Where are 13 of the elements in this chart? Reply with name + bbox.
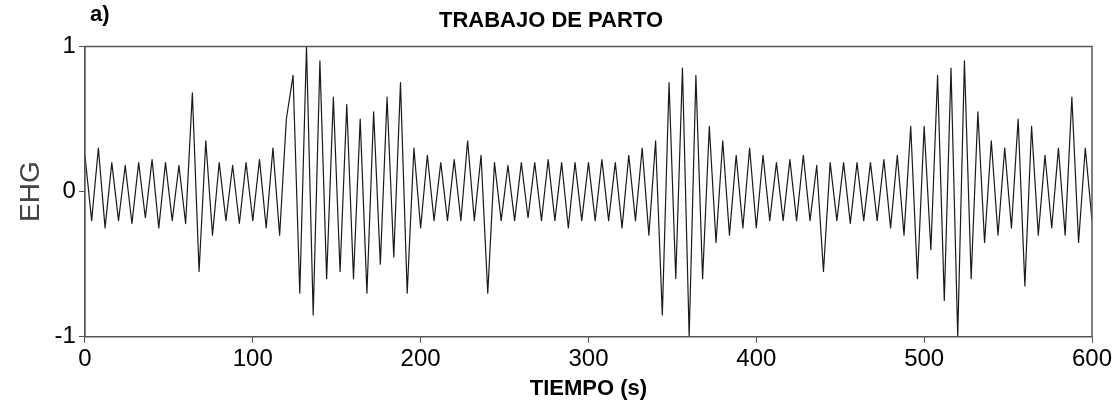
y-tick-label: 0 xyxy=(62,176,76,204)
y-axis-title: EHG xyxy=(13,161,45,222)
x-tick-label: 200 xyxy=(400,343,441,371)
x-tick-label: 600 xyxy=(1071,343,1113,371)
x-axis-title: TIEMPO (s) xyxy=(529,374,648,400)
x-tick-label: 400 xyxy=(736,343,777,371)
x-tick-label: 100 xyxy=(232,343,273,371)
text: a) xyxy=(90,1,110,27)
chart-title: TRABAJO DE PARTO xyxy=(438,7,664,33)
x-tick-label: 500 xyxy=(904,343,945,371)
y-tick-label: -1 xyxy=(54,321,76,349)
y-tick-label: 1 xyxy=(62,31,76,59)
x-tick-label: 300 xyxy=(568,343,609,371)
